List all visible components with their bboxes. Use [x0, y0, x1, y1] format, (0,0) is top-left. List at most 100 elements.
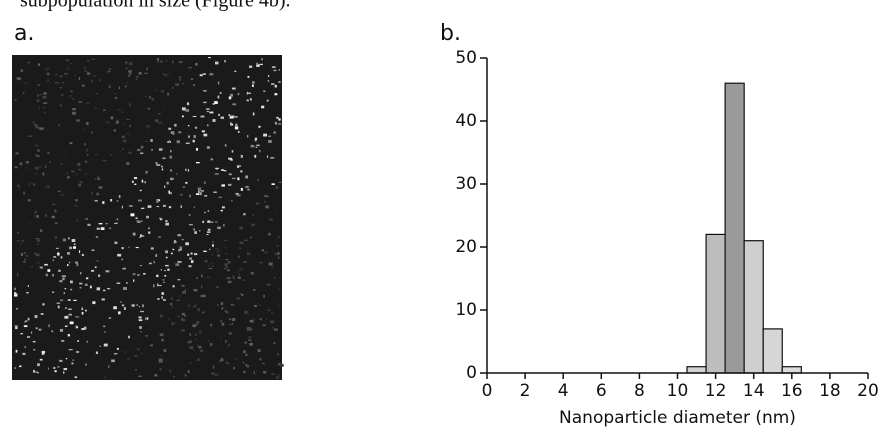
speckle	[268, 262, 273, 266]
speckle	[197, 190, 200, 193]
speckle	[30, 182, 34, 184]
speckle	[164, 275, 167, 277]
speckle	[216, 249, 220, 253]
speckle	[230, 93, 233, 97]
speckle	[216, 168, 218, 170]
speckle	[231, 275, 235, 277]
speckle	[176, 140, 180, 144]
speckle	[247, 75, 250, 78]
speckle	[95, 236, 99, 239]
image-texture	[14, 57, 284, 379]
speckle	[73, 246, 76, 249]
speckle	[45, 164, 47, 168]
speckle	[145, 170, 148, 174]
panel-label: b.	[440, 21, 461, 46]
speckle	[174, 123, 177, 127]
speckle	[203, 133, 208, 137]
speckle	[214, 101, 218, 105]
speckle	[241, 293, 244, 297]
speckle	[192, 115, 197, 118]
speckle	[122, 139, 127, 143]
speckle	[206, 233, 209, 236]
speckle	[278, 122, 282, 125]
speckle	[247, 188, 250, 191]
speckle	[268, 218, 273, 221]
speckle	[202, 220, 205, 224]
speckle	[147, 205, 152, 208]
speckle	[40, 313, 43, 315]
speckle	[193, 206, 195, 208]
speckle	[276, 353, 280, 356]
speckle	[160, 89, 165, 93]
speckle	[232, 276, 235, 279]
bar	[743, 240, 764, 374]
speckle	[85, 218, 89, 220]
speckle	[249, 264, 252, 266]
speckle	[129, 124, 131, 128]
speckle	[156, 274, 159, 278]
speckle	[118, 195, 121, 198]
speckle	[27, 317, 30, 321]
speckle	[263, 90, 266, 92]
speckle	[95, 351, 99, 354]
y-tick-label: 0	[466, 363, 477, 383]
speckle	[128, 246, 130, 249]
speckle	[86, 122, 89, 125]
speckle	[240, 293, 242, 295]
speckle	[259, 63, 263, 66]
speckle	[153, 260, 155, 264]
speckle	[189, 346, 194, 350]
speckle	[149, 262, 152, 265]
speckle	[271, 183, 275, 185]
speckle	[62, 174, 66, 176]
speckle	[181, 239, 184, 241]
speckle	[165, 264, 169, 267]
speckle	[121, 135, 125, 139]
speckle	[190, 260, 194, 264]
speckle	[264, 251, 268, 254]
speckle	[181, 317, 184, 321]
speckle	[262, 363, 265, 365]
speckle	[84, 160, 87, 163]
speckle	[274, 84, 277, 88]
speckle	[75, 219, 79, 222]
speckle	[239, 241, 244, 244]
speckle	[136, 304, 138, 306]
speckle	[96, 260, 99, 262]
speckle	[51, 330, 54, 333]
speckle	[61, 81, 65, 84]
speckle	[204, 260, 208, 263]
speckle	[23, 191, 25, 195]
speckle	[45, 186, 47, 189]
speckle	[127, 74, 131, 77]
speckle	[159, 316, 162, 318]
speckle	[217, 226, 221, 230]
speckle	[144, 335, 149, 337]
speckle	[170, 296, 174, 299]
speckle	[148, 129, 150, 132]
x-tick-label: 6	[596, 381, 607, 401]
speckle	[172, 60, 174, 64]
speckle	[36, 262, 40, 265]
speckle	[17, 184, 20, 188]
speckle	[124, 85, 127, 88]
speckle	[35, 253, 40, 257]
speckle	[242, 371, 246, 373]
speckle	[208, 57, 211, 59]
speckle	[94, 266, 97, 269]
x-tick-label: 18	[819, 381, 841, 401]
speckle	[278, 118, 281, 121]
speckle	[221, 306, 224, 310]
speckle	[181, 284, 185, 287]
speckle	[175, 263, 180, 266]
speckle	[223, 224, 225, 227]
speckle	[77, 340, 80, 342]
speckle	[132, 232, 136, 236]
speckle	[138, 316, 142, 319]
speckle	[79, 282, 83, 285]
speckle	[196, 343, 199, 347]
speckle	[156, 199, 161, 202]
speckle	[196, 277, 198, 280]
speckle	[156, 199, 159, 203]
x-tick-label: 4	[558, 381, 569, 401]
